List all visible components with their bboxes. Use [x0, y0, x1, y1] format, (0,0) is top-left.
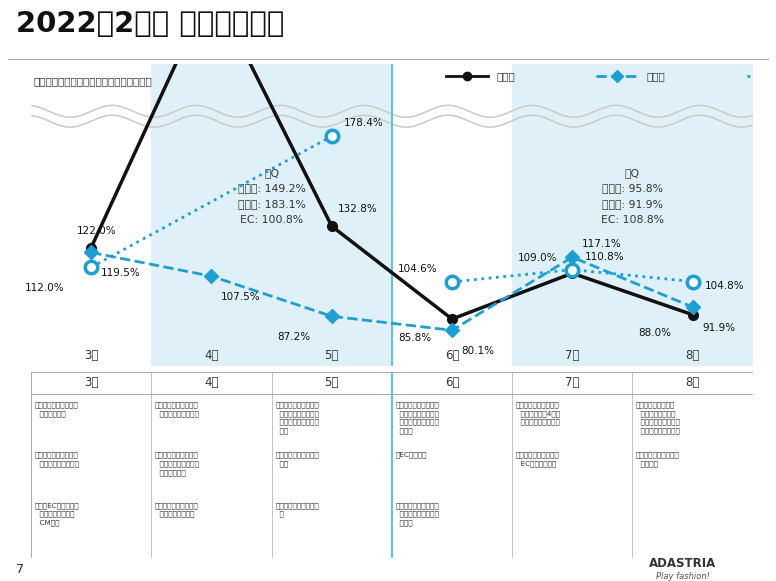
Text: ・春物商品の販売が順
  調、在庫水準も健全: ・春物商品の販売が順 調、在庫水準も健全 [35, 452, 78, 467]
Text: 6月: 6月 [445, 376, 459, 389]
Text: ・EC販売強化: ・EC販売強化 [396, 452, 427, 458]
Text: ・一部商業施設で時短
  営業や休業が発生: ・一部商業施設で時短 営業や休業が発生 [155, 502, 199, 517]
Text: １Q
売上高: 149.2%
実店舗: 183.1%
EC: 100.8%: １Q 売上高: 149.2% 実店舗: 183.1% EC: 100.8% [237, 168, 306, 225]
Text: 109.0%: 109.0% [518, 253, 558, 263]
Text: ・上旬の気温上昇で春
  夏商品の販売が順調: ・上旬の気温上昇で春 夏商品の販売が順調 [155, 401, 199, 417]
Text: 3月: 3月 [84, 349, 99, 362]
Text: 80.1%: 80.1% [462, 346, 494, 356]
Text: 7月: 7月 [565, 349, 580, 362]
Bar [512, 64, 753, 366]
Text: 売上高: 売上高 [497, 71, 515, 81]
Text: 8月: 8月 [685, 349, 700, 362]
Text: 112.0%: 112.0% [25, 283, 64, 293]
Text: 5月: 5月 [324, 349, 339, 362]
Text: 88.0%: 88.0% [639, 328, 671, 338]
Text: 5月: 5月 [324, 376, 339, 389]
Text: 178.4%: 178.4% [344, 119, 383, 128]
Text: ・上旬はオリンピッ
  ク、中旬は天候不
  良、下旬はコロナ感
  染拡大で客数が停滞: ・上旬はオリンピッ ク、中旬は天候不 良、下旬はコロナ感 染拡大で客数が停滞 [636, 401, 680, 434]
Text: ・緊急事態宣言の再延
  長、対象地域の拡大
  で休業や時短営業が
  続く: ・緊急事態宣言の再延 長、対象地域の拡大 で休業や時短営業が 続く [275, 401, 319, 434]
Text: 104.8%: 104.8% [705, 281, 744, 292]
Text: 119.5%: 119.5% [101, 268, 140, 278]
Text: 110.8%: 110.8% [584, 252, 624, 262]
Text: 7月: 7月 [565, 376, 580, 389]
Text: 117.1%: 117.1% [582, 239, 622, 249]
Text: 2022年2月期 上期振り返り: 2022年2月期 上期振り返り [16, 9, 284, 38]
Text: ・自社EC（ドットエ
  スティ）のテレビ
  CM実施: ・自社EC（ドットエ スティ）のテレビ CM実施 [35, 502, 79, 526]
Text: ・緊急事態宣言解除に
  より客数回復: ・緊急事態宣言解除に より客数回復 [35, 401, 78, 417]
Text: ・下旬にかけて客数回
  復: ・下旬にかけて客数回 復 [275, 502, 319, 517]
Text: 3月: 3月 [84, 376, 99, 389]
Text: ・値引き抑制により客
  単価維持と荒利確保
  に注力: ・値引き抑制により客 単価維持と荒利確保 に注力 [396, 502, 439, 526]
Text: 実店舗: 実店舗 [647, 71, 666, 81]
Text: 4月: 4月 [204, 376, 219, 389]
Text: ・中旬〜梅雨明け後、
  気温の上昇と4連休
  が寄与し客数が回復: ・中旬〜梅雨明け後、 気温の上昇と4連休 が寄与し客数が回復 [516, 401, 560, 425]
Text: 8月: 8月 [685, 376, 700, 389]
Text: 91.9%: 91.9% [702, 322, 736, 333]
Text: ・在庫コントロールに
  注力: ・在庫コントロールに 注力 [275, 452, 319, 467]
Text: 6月: 6月 [445, 349, 459, 362]
Text: 85.8%: 85.8% [398, 333, 431, 343]
Text: ・低気温と緊急事態宣
  言による時短営業、
  土日休業の影響で売
  上減少: ・低気温と緊急事態宣 言による時短営業、 土日休業の影響で売 上減少 [396, 401, 439, 434]
Text: 4月: 4月 [204, 349, 219, 362]
Text: 104.6%: 104.6% [398, 264, 438, 274]
Text: ・緊急事態宣言の対象
  地域拡大: ・緊急事態宣言の対象 地域拡大 [636, 452, 680, 467]
Text: 107.5%: 107.5% [221, 292, 261, 302]
Text: アダストリア単体　月次売上高全店前年比: アダストリア単体 月次売上高全店前年比 [33, 76, 152, 86]
Text: ・夏物商品在庫消化で
  ECでセール実施: ・夏物商品在庫消化で ECでセール実施 [516, 452, 559, 467]
Text: ・中旬〜コロナ感染再
  拡大、下旬に緊急事
  態宣言再発令: ・中旬〜コロナ感染再 拡大、下旬に緊急事 態宣言再発令 [155, 452, 199, 476]
Text: ADASTRIA: ADASTRIA [650, 557, 716, 570]
Text: 7: 7 [16, 563, 23, 576]
Text: ２Q
売上高: 95.8%
実店舗: 91.9%
EC: 108.8%: ２Q 売上高: 95.8% 実店舗: 91.9% EC: 108.8% [601, 168, 664, 225]
Text: 122.0%: 122.0% [77, 225, 116, 236]
Text: 132.8%: 132.8% [338, 205, 377, 214]
Text: 87.2%: 87.2% [278, 332, 310, 342]
Bar [151, 64, 392, 366]
Text: Play fashion!: Play fashion! [656, 572, 710, 581]
